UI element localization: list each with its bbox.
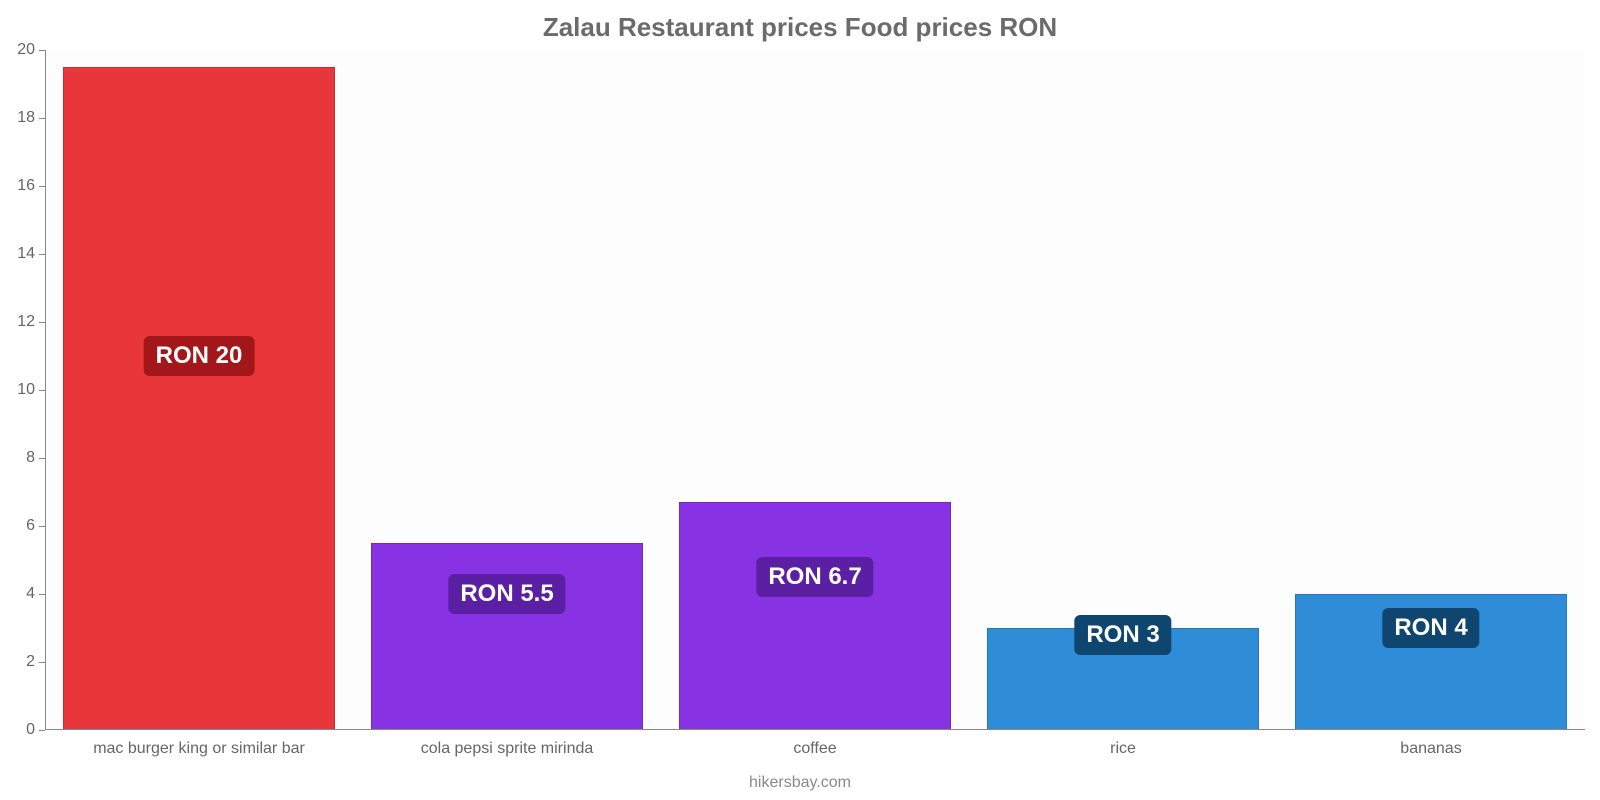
bar [63, 67, 334, 730]
x-tick-label: bananas [1400, 730, 1461, 758]
x-tick-label: coffee [793, 730, 836, 758]
bar-value-label: RON 4 [1382, 608, 1479, 648]
plot-area: RON 20mac burger king or similar barRON … [45, 50, 1585, 730]
y-axis [45, 50, 46, 730]
bar-slot: RON 3rice [969, 50, 1277, 730]
chart-footer: hikersbay.com [0, 774, 1600, 792]
y-tick-mark [39, 322, 45, 323]
x-tick-label: mac burger king or similar bar [93, 730, 305, 758]
x-tick-label: cola pepsi sprite mirinda [421, 730, 594, 758]
bar-slot: RON 6.7coffee [661, 50, 969, 730]
y-tick-mark [39, 730, 45, 731]
bar-slot: RON 4bananas [1277, 50, 1585, 730]
x-tick-label: rice [1110, 730, 1136, 758]
bars-container: RON 20mac burger king or similar barRON … [45, 50, 1585, 730]
bar-value-label: RON 20 [144, 336, 255, 376]
price-bar-chart: Zalau Restaurant prices Food prices RON … [0, 0, 1600, 800]
bar-value-label: RON 6.7 [756, 557, 873, 597]
y-tick-mark [39, 526, 45, 527]
y-tick-mark [39, 458, 45, 459]
y-tick-mark [39, 254, 45, 255]
bar-slot: RON 5.5cola pepsi sprite mirinda [353, 50, 661, 730]
y-tick-mark [39, 390, 45, 391]
y-tick-mark [39, 662, 45, 663]
y-tick-mark [39, 50, 45, 51]
x-axis [45, 729, 1585, 730]
bar-slot: RON 20mac burger king or similar bar [45, 50, 353, 730]
bar-value-label: RON 5.5 [448, 574, 565, 614]
bar [679, 502, 950, 730]
y-tick-mark [39, 594, 45, 595]
y-tick-mark [39, 186, 45, 187]
bar-value-label: RON 3 [1074, 615, 1171, 655]
chart-title: Zalau Restaurant prices Food prices RON [0, 0, 1600, 43]
y-tick-mark [39, 118, 45, 119]
bar [371, 543, 642, 730]
